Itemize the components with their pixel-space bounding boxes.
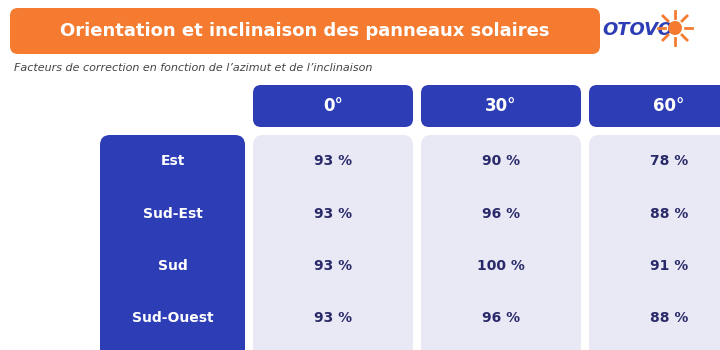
Text: Sud-Ouest: Sud-Ouest [132, 312, 213, 326]
Text: Orientation et inclinaison des panneaux solaires: Orientation et inclinaison des panneaux … [60, 22, 550, 40]
Text: 96 %: 96 % [482, 312, 520, 326]
FancyBboxPatch shape [253, 135, 413, 350]
Text: 60°: 60° [653, 97, 685, 115]
Text: 78 %: 78 % [650, 154, 688, 168]
Text: 100 %: 100 % [477, 259, 525, 273]
Text: 88 %: 88 % [650, 312, 688, 326]
Text: OTOVO: OTOVO [603, 21, 673, 39]
Text: Sud: Sud [158, 259, 187, 273]
FancyBboxPatch shape [253, 85, 413, 127]
Text: 96 %: 96 % [482, 206, 520, 220]
Text: Sud-Est: Sud-Est [143, 206, 202, 220]
Text: 93 %: 93 % [314, 259, 352, 273]
Text: 91 %: 91 % [650, 259, 688, 273]
Text: 93 %: 93 % [314, 312, 352, 326]
Circle shape [668, 21, 682, 35]
Text: Facteurs de correction en fonction de l’azimut et de l’inclinaison: Facteurs de correction en fonction de l’… [14, 63, 372, 73]
Text: Est: Est [161, 154, 185, 168]
Text: 93 %: 93 % [314, 154, 352, 168]
Text: 93 %: 93 % [314, 206, 352, 220]
FancyBboxPatch shape [589, 135, 720, 350]
FancyBboxPatch shape [421, 85, 581, 127]
Text: 0°: 0° [323, 97, 343, 115]
FancyBboxPatch shape [100, 135, 245, 350]
FancyBboxPatch shape [10, 8, 600, 54]
Text: 30°: 30° [485, 97, 517, 115]
FancyBboxPatch shape [421, 135, 581, 350]
FancyBboxPatch shape [589, 85, 720, 127]
Text: 88 %: 88 % [650, 206, 688, 220]
Text: 90 %: 90 % [482, 154, 520, 168]
